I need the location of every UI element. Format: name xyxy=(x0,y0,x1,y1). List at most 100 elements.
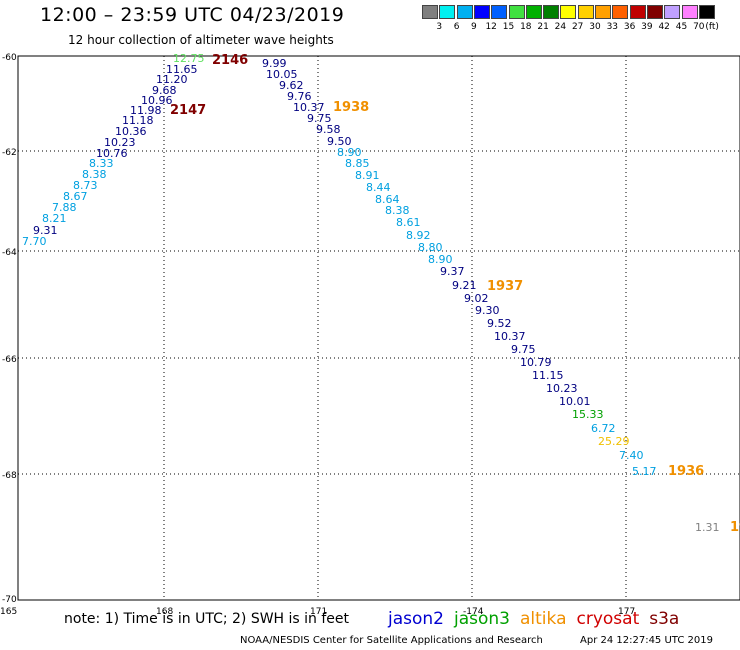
credit-text: NOAA/NESDIS Center for Satellite Applica… xyxy=(240,635,543,646)
scale-swatch xyxy=(456,5,473,19)
wave-height-value: 8.38 xyxy=(82,168,107,181)
wave-height-value: 8.92 xyxy=(406,229,431,242)
wave-height-value: 7.70 xyxy=(22,235,47,248)
wave-height-value: 8.80 xyxy=(418,241,443,254)
longitude-label: 168 xyxy=(156,607,173,617)
scale-swatch xyxy=(491,5,508,19)
wave-height-value: 8.44 xyxy=(366,181,391,194)
scale-swatch xyxy=(629,5,646,19)
wave-height-value: 15.33 xyxy=(572,408,604,421)
scale-tick-label: 42 xyxy=(658,22,670,32)
wave-height-value: 10.05 xyxy=(266,68,298,81)
track-number-label: 1936 xyxy=(668,464,704,479)
wave-height-value: 8.38 xyxy=(385,204,410,217)
map-title: 12:00 – 23:59 UTC 04/23/2019 xyxy=(40,4,345,26)
scale-swatch xyxy=(681,5,698,19)
wave-height-value: 9.52 xyxy=(487,317,512,330)
wave-height-value: 8.61 xyxy=(396,216,421,229)
scale-swatch xyxy=(577,5,594,19)
wave-height-value: 9.68 xyxy=(152,84,177,97)
track-number-label: 19 xyxy=(730,520,740,535)
longitude-label: 171 xyxy=(310,607,327,617)
scale-swatch xyxy=(525,5,542,19)
wave-height-value: 8.85 xyxy=(345,157,370,170)
wave-height-value: 8.67 xyxy=(63,190,88,203)
wave-height-value: 1.31 xyxy=(695,521,720,534)
wave-height-value: 10.37 xyxy=(293,101,325,114)
satellite-jason2: jason2 xyxy=(388,609,444,629)
wave-height-value: 9.50 xyxy=(327,135,352,148)
wave-height-value: 11.98 xyxy=(130,104,162,117)
scale-tick-label: 36 xyxy=(623,22,636,32)
wave-height-value: 9.75 xyxy=(307,112,332,125)
wave-height-value: 8.73 xyxy=(73,179,98,192)
wave-height-value: 9.76 xyxy=(287,90,312,103)
scale-tick-label: 33 xyxy=(606,22,619,32)
scale-tick-label: 70 xyxy=(693,22,705,32)
scale-swatch xyxy=(646,5,663,19)
longitude-label: -174 xyxy=(463,607,484,617)
scale-swatch xyxy=(508,5,525,19)
scale-tick-label: 27 xyxy=(571,22,584,32)
scale-swatch xyxy=(698,5,715,19)
scale-tick-label: 18 xyxy=(520,22,532,32)
wave-height-value: 9.75 xyxy=(511,343,536,356)
wave-height-readings: 12.7511.6511.209.6810.9611.9811.1810.361… xyxy=(22,52,720,534)
latitude-label: -68 xyxy=(2,471,17,481)
footer-note: note: 1) Time is in UTC; 2) SWH is in fe… xyxy=(64,611,350,627)
scale-tick-label: 3 xyxy=(436,22,443,32)
scale-tick-label: 24 xyxy=(554,22,567,32)
wave-height-value: 9.31 xyxy=(33,224,58,237)
longitude-label: 177 xyxy=(618,607,635,617)
scale-tick-label: 9 xyxy=(471,22,477,32)
map-grid xyxy=(17,55,740,601)
wave-height-value: 10.79 xyxy=(520,356,552,369)
wave-height-value: 10.37 xyxy=(494,330,526,343)
scale-tick-label: 21 xyxy=(537,22,549,32)
track-number-label: 1938 xyxy=(333,100,369,115)
scale-tick-label: 6 xyxy=(453,22,460,32)
scale-tick-label: 12 xyxy=(485,22,497,32)
wave-height-value: 10.36 xyxy=(115,125,147,138)
generated-timestamp: Apr 24 12:27:45 UTC 2019 xyxy=(580,635,713,646)
wave-height-value: 11.18 xyxy=(122,114,154,127)
wave-height-value: 9.62 xyxy=(279,79,304,92)
latitude-label: -64 xyxy=(2,248,17,258)
wave-height-value: 9.99 xyxy=(262,57,287,70)
wave-height-value: 25.29 xyxy=(598,435,630,448)
latitude-label: -70 xyxy=(2,595,17,605)
latitude-label: -62 xyxy=(2,148,17,158)
satellite-legend: jason2 jason3 altika cryosat s3a xyxy=(388,609,689,629)
scale-swatch xyxy=(612,5,629,19)
wave-height-value: 6.72 xyxy=(591,422,616,435)
wave-height-value: 9.21 xyxy=(452,279,477,292)
track-number-label: 2147 xyxy=(170,103,206,118)
wave-height-value: 11.20 xyxy=(156,73,188,86)
wave-height-value: 9.58 xyxy=(316,123,341,136)
wave-height-value: 8.33 xyxy=(89,157,114,170)
scale-tick-label: 30 xyxy=(589,22,601,32)
wave-height-value: 8.91 xyxy=(355,169,380,182)
longitude-label: 165 xyxy=(0,607,17,617)
satellite-cryosat: cryosat xyxy=(576,609,640,629)
scale-swatch xyxy=(439,5,456,19)
wave-height-value: 9.30 xyxy=(475,304,500,317)
scale-swatch xyxy=(422,5,438,19)
wave-height-value: 9.02 xyxy=(464,292,489,305)
scale-swatch xyxy=(664,5,681,19)
latitude-label: -66 xyxy=(2,355,17,365)
track-number-label: 1937 xyxy=(487,279,523,294)
scale-swatch xyxy=(595,5,611,19)
wave-height-value: 7.88 xyxy=(52,201,77,214)
scale-unit: (ft) xyxy=(705,22,719,32)
track-number-label: 2146 xyxy=(212,53,248,68)
wave-height-value: 8.90 xyxy=(337,146,362,159)
wave-height-value: 8.64 xyxy=(375,193,400,206)
wave-height-value: 5.17 xyxy=(632,465,657,478)
wave-height-value: 10.23 xyxy=(104,136,136,149)
wave-height-value: 10.76 xyxy=(96,147,128,160)
scale-swatch xyxy=(543,5,560,19)
wave-height-value: 10.96 xyxy=(141,94,173,107)
track-labels: 2146 2147 1938 1937 1936 19 xyxy=(170,53,740,535)
